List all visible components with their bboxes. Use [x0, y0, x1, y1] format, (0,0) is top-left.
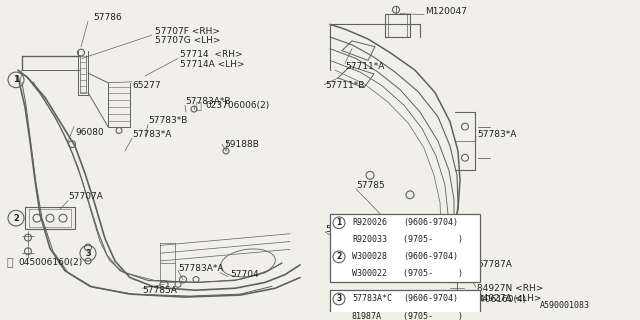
Text: 57783A*C: 57783A*C: [352, 294, 392, 303]
Text: R920033: R920033: [352, 235, 387, 244]
Text: 57714A <LH>: 57714A <LH>: [180, 60, 244, 69]
Text: (9606-9704): (9606-9704): [403, 218, 458, 227]
Text: 84927N <RH>: 84927N <RH>: [477, 284, 543, 293]
Text: 1: 1: [337, 218, 342, 227]
Text: 84927Δ <LH>: 84927Δ <LH>: [477, 293, 541, 302]
Text: R920026: R920026: [352, 218, 387, 227]
Text: 1: 1: [13, 76, 19, 84]
Text: 57704: 57704: [230, 270, 259, 279]
Text: 57707A: 57707A: [68, 192, 103, 201]
Text: (9705-     ): (9705- ): [403, 235, 463, 244]
Text: 57783*A: 57783*A: [132, 130, 172, 139]
Text: 65277: 65277: [132, 81, 161, 90]
Text: Ⓝ: Ⓝ: [195, 100, 201, 110]
Text: 57783*A: 57783*A: [477, 130, 516, 139]
Text: 81987A: 81987A: [352, 312, 382, 320]
Text: 59188B: 59188B: [224, 140, 259, 148]
Text: Ⓢ: Ⓢ: [451, 295, 458, 305]
Text: W300022: W300022: [352, 269, 387, 278]
Text: 57711*A: 57711*A: [345, 62, 385, 71]
Text: (9705-     ): (9705- ): [403, 312, 463, 320]
Text: 57714  <RH>: 57714 <RH>: [180, 50, 243, 59]
Text: 57785: 57785: [356, 180, 385, 189]
Text: 57786: 57786: [93, 13, 122, 22]
Text: 57783A*B: 57783A*B: [185, 97, 230, 106]
Bar: [330, 214, 480, 283]
Bar: [330, 290, 480, 320]
Text: (9606-9704): (9606-9704): [403, 294, 458, 303]
Text: 96080: 96080: [75, 128, 104, 137]
Text: 2: 2: [337, 252, 342, 261]
Text: 57705: 57705: [325, 225, 354, 234]
Text: 023706006(2): 023706006(2): [205, 101, 269, 110]
Text: 57711*B: 57711*B: [325, 81, 364, 90]
Text: A590001083: A590001083: [540, 301, 590, 310]
Text: 045006160(2): 045006160(2): [18, 259, 83, 268]
Text: 2: 2: [13, 214, 19, 223]
Text: 57787A: 57787A: [477, 260, 512, 269]
Text: 57783A*A: 57783A*A: [178, 264, 223, 273]
Text: (9606-9704): (9606-9704): [403, 252, 458, 261]
Text: 57785A: 57785A: [142, 286, 177, 295]
Text: 047406160(4): 047406160(4): [462, 295, 526, 304]
Text: W300028: W300028: [352, 252, 387, 261]
Text: M120047: M120047: [425, 7, 467, 16]
Text: 57783*B: 57783*B: [148, 116, 188, 125]
Text: 3: 3: [337, 294, 342, 303]
Text: 57707G <LH>: 57707G <LH>: [155, 36, 221, 45]
Text: 57707F <RH>: 57707F <RH>: [155, 27, 220, 36]
Text: Ⓢ: Ⓢ: [6, 258, 13, 268]
Text: 3: 3: [85, 249, 91, 258]
Text: (9705-     ): (9705- ): [403, 269, 463, 278]
